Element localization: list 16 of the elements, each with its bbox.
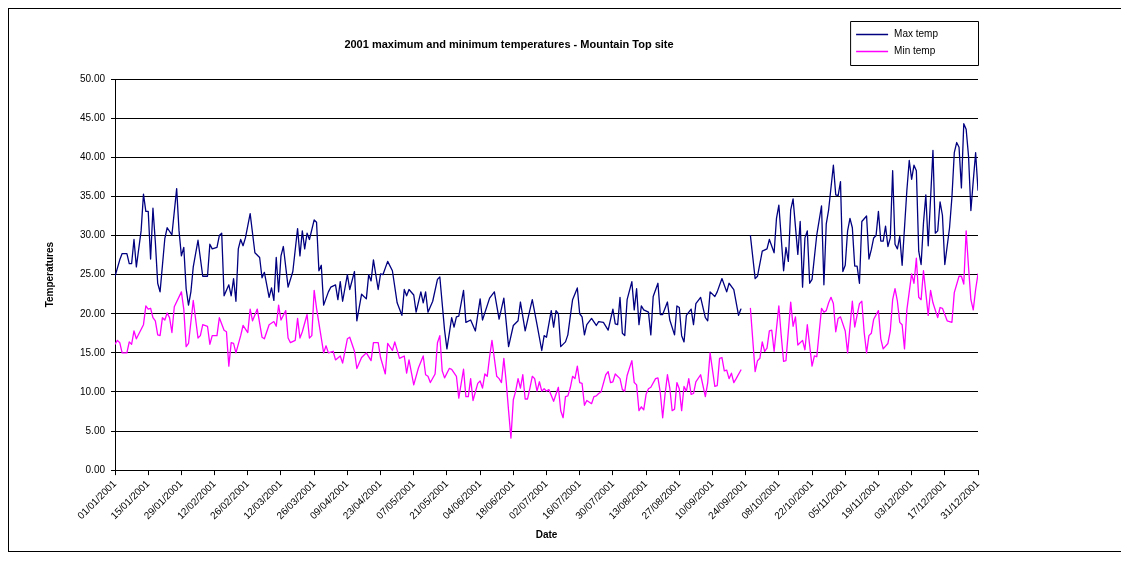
y-tick-label: 35.00 [79, 190, 106, 202]
legend-label: Min temp [894, 45, 936, 57]
y-axis-title: Temperatures [43, 241, 55, 308]
y-tick-label: 25.00 [79, 268, 106, 280]
y-tick-label: 30.00 [79, 229, 106, 241]
y-tick-label: 20.00 [79, 307, 106, 319]
y-tick-label: 10.00 [79, 385, 106, 397]
y-tick-label: 50.00 [79, 72, 106, 84]
x-axis-title: Date [535, 528, 558, 540]
y-tick-label: 5.00 [85, 424, 106, 436]
y-tick-label: 0.00 [85, 463, 106, 475]
y-tick-label: 40.00 [79, 151, 106, 163]
legend-label: Max temp [894, 28, 939, 40]
chart-title: 2001 maximum and minimum temperatures - Mountain Top site [344, 37, 674, 50]
y-tick-label: 15.00 [79, 346, 106, 358]
y-tick-label: 45.00 [79, 112, 106, 124]
